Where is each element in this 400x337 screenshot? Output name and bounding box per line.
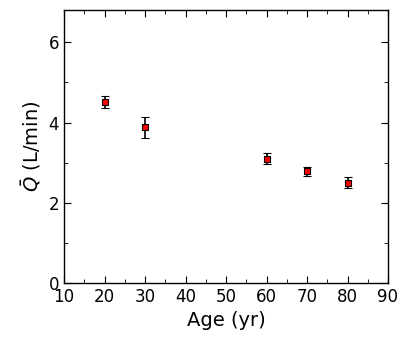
Y-axis label: $\bar{Q}$ (L/min): $\bar{Q}$ (L/min) [19,101,43,192]
X-axis label: Age (yr): Age (yr) [187,311,265,331]
